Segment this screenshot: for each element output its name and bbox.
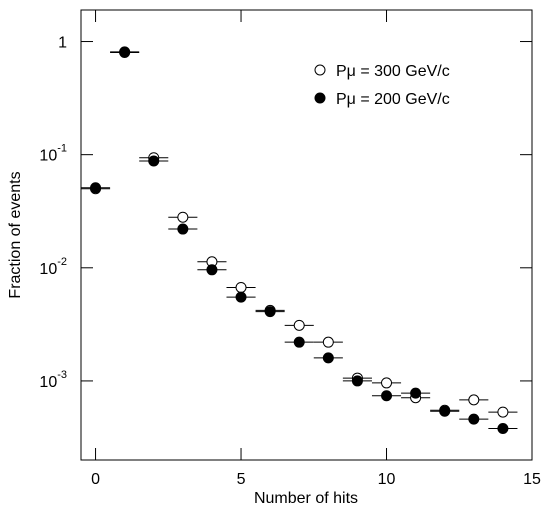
y-tick-label: 1 (58, 35, 67, 52)
x-tick-label: 5 (237, 471, 246, 488)
y-tick-base: 10 (39, 374, 57, 391)
data-point (90, 182, 102, 194)
data-point (381, 390, 393, 402)
legend-label: Pμ = 300 GeV/c (336, 63, 450, 80)
legend-label: Pμ = 200 GeV/c (336, 91, 450, 108)
data-point (293, 336, 305, 348)
data-point (264, 306, 276, 318)
x-tick-label: 0 (91, 471, 100, 488)
data-point (322, 336, 334, 348)
data-point (410, 387, 422, 399)
data-point (177, 223, 189, 235)
plot-frame (80, 9, 533, 461)
data-point (381, 377, 393, 389)
x-tick-label: 10 (378, 471, 396, 488)
legend-marker (314, 64, 326, 76)
y-tick-base: 10 (39, 261, 57, 278)
data-point (468, 394, 480, 406)
data-point (293, 319, 305, 331)
data-point (235, 291, 247, 303)
y-tick-exponent: -2 (57, 256, 67, 268)
data-point (497, 406, 509, 418)
y-tick-label: 10-1 (39, 143, 67, 165)
data-point (206, 264, 218, 276)
y-tick-exponent: -1 (57, 143, 67, 155)
y-axis-label: Fraction of events (7, 171, 24, 298)
data-point (148, 155, 160, 167)
x-tick-label: 15 (523, 471, 541, 488)
data-point (119, 46, 131, 58)
y-tick-base: 1 (58, 35, 67, 52)
data-point (235, 281, 247, 293)
data-point (497, 422, 509, 434)
y-tick-label: 10-3 (39, 369, 67, 391)
data-point (322, 352, 334, 364)
x-axis-label: Number of hits (254, 490, 358, 507)
data-point (351, 375, 363, 387)
y-tick-base: 10 (39, 148, 57, 165)
data-point (177, 211, 189, 223)
legend-marker (314, 92, 326, 104)
y-tick-exponent: -3 (57, 369, 67, 381)
y-tick-label: 10-2 (39, 256, 67, 278)
data-point (439, 405, 451, 417)
data-point (468, 413, 480, 425)
